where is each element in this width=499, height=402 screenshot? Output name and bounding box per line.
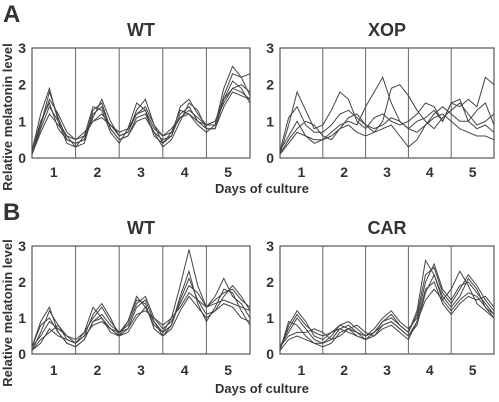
y-tick-label: 2	[18, 77, 26, 93]
series-line-2	[279, 76, 495, 151]
x-tick-label: 3	[137, 164, 145, 180]
x-tick-label: 5	[469, 164, 477, 180]
x-tick-label: 5	[224, 362, 232, 378]
x-tick-label: 2	[94, 164, 102, 180]
series-line-3	[279, 84, 495, 155]
series-line-1	[279, 76, 495, 155]
chart-title: XOP	[368, 20, 406, 40]
y-tick-label: 3	[18, 238, 26, 254]
series-line-6	[31, 277, 251, 348]
plot-frame	[31, 47, 251, 159]
plot-frame	[279, 245, 495, 355]
series-line-4	[31, 284, 251, 348]
y-tick-label: 3	[266, 238, 274, 254]
y-tick-label: 1	[18, 310, 26, 326]
y-tick-label: 2	[266, 77, 274, 93]
chart-title: CAR	[368, 218, 407, 238]
y-tick-label: 0	[18, 346, 26, 362]
chart-title: WT	[127, 218, 155, 238]
series-line-6	[31, 87, 251, 151]
x-tick-label: 3	[383, 164, 391, 180]
x-axis-label-a: Days of culture	[215, 181, 309, 196]
y-tick-label: 2	[266, 274, 274, 290]
series-line-4	[31, 73, 251, 151]
series-line-2	[279, 262, 495, 348]
x-tick-label: 2	[340, 164, 348, 180]
series-line-6	[279, 288, 495, 348]
series-line-5	[31, 284, 251, 351]
y-tick-label: 2	[18, 274, 26, 290]
chart-title: WT	[127, 20, 155, 40]
panel-letter-a: A	[3, 1, 20, 28]
series-line-5	[31, 91, 251, 155]
y-tick-label: 1	[18, 113, 26, 129]
y-axis-label-a: Relative melatonin level	[0, 43, 15, 190]
x-tick-label: 4	[181, 362, 189, 378]
y-tick-label: 1	[266, 310, 274, 326]
x-tick-label: 1	[50, 362, 58, 378]
x-tick-label: 1	[298, 164, 306, 180]
chart-a-wt: WT 0 1 2 3 1 2 3 4 5	[18, 20, 251, 180]
series-line-4	[279, 281, 495, 348]
y-tick-label: 3	[266, 40, 274, 56]
series-line-5	[279, 113, 495, 155]
x-tick-label: 4	[426, 164, 434, 180]
chart-b-car: CAR 0 1 2 3 1 2 3 4 5	[266, 218, 495, 378]
series-line-5	[279, 266, 495, 351]
y-tick-label: 0	[266, 150, 274, 166]
series-line-4	[279, 98, 495, 151]
chart-b-wt: WT 0 1 2 3 1 2 3 4 5	[18, 218, 251, 378]
y-tick-label: 3	[18, 40, 26, 56]
x-axis-label-b: Days of culture	[215, 381, 309, 396]
y-tick-label: 1	[266, 113, 274, 129]
x-tick-label: 3	[137, 362, 145, 378]
y-axis-label-b: Relative melatonin level	[0, 239, 15, 386]
chart-a-xop: XOP 0 1 2 3 1 2 3 4 5	[266, 20, 495, 180]
x-tick-label: 2	[94, 362, 102, 378]
x-tick-label: 3	[383, 362, 391, 378]
series-line-1	[279, 258, 495, 351]
x-tick-label: 5	[224, 164, 232, 180]
x-tick-label: 5	[469, 362, 477, 378]
x-tick-label: 4	[426, 362, 434, 378]
x-tick-label: 4	[181, 164, 189, 180]
series-line-2	[31, 65, 251, 151]
y-tick-label: 0	[266, 346, 274, 362]
x-tick-label: 2	[340, 362, 348, 378]
plot-frame	[31, 245, 251, 355]
x-tick-label: 1	[298, 362, 306, 378]
y-tick-label: 0	[18, 150, 26, 166]
plot-frame	[279, 47, 495, 159]
panel-letter-b: B	[3, 199, 20, 226]
x-tick-label: 1	[50, 164, 58, 180]
